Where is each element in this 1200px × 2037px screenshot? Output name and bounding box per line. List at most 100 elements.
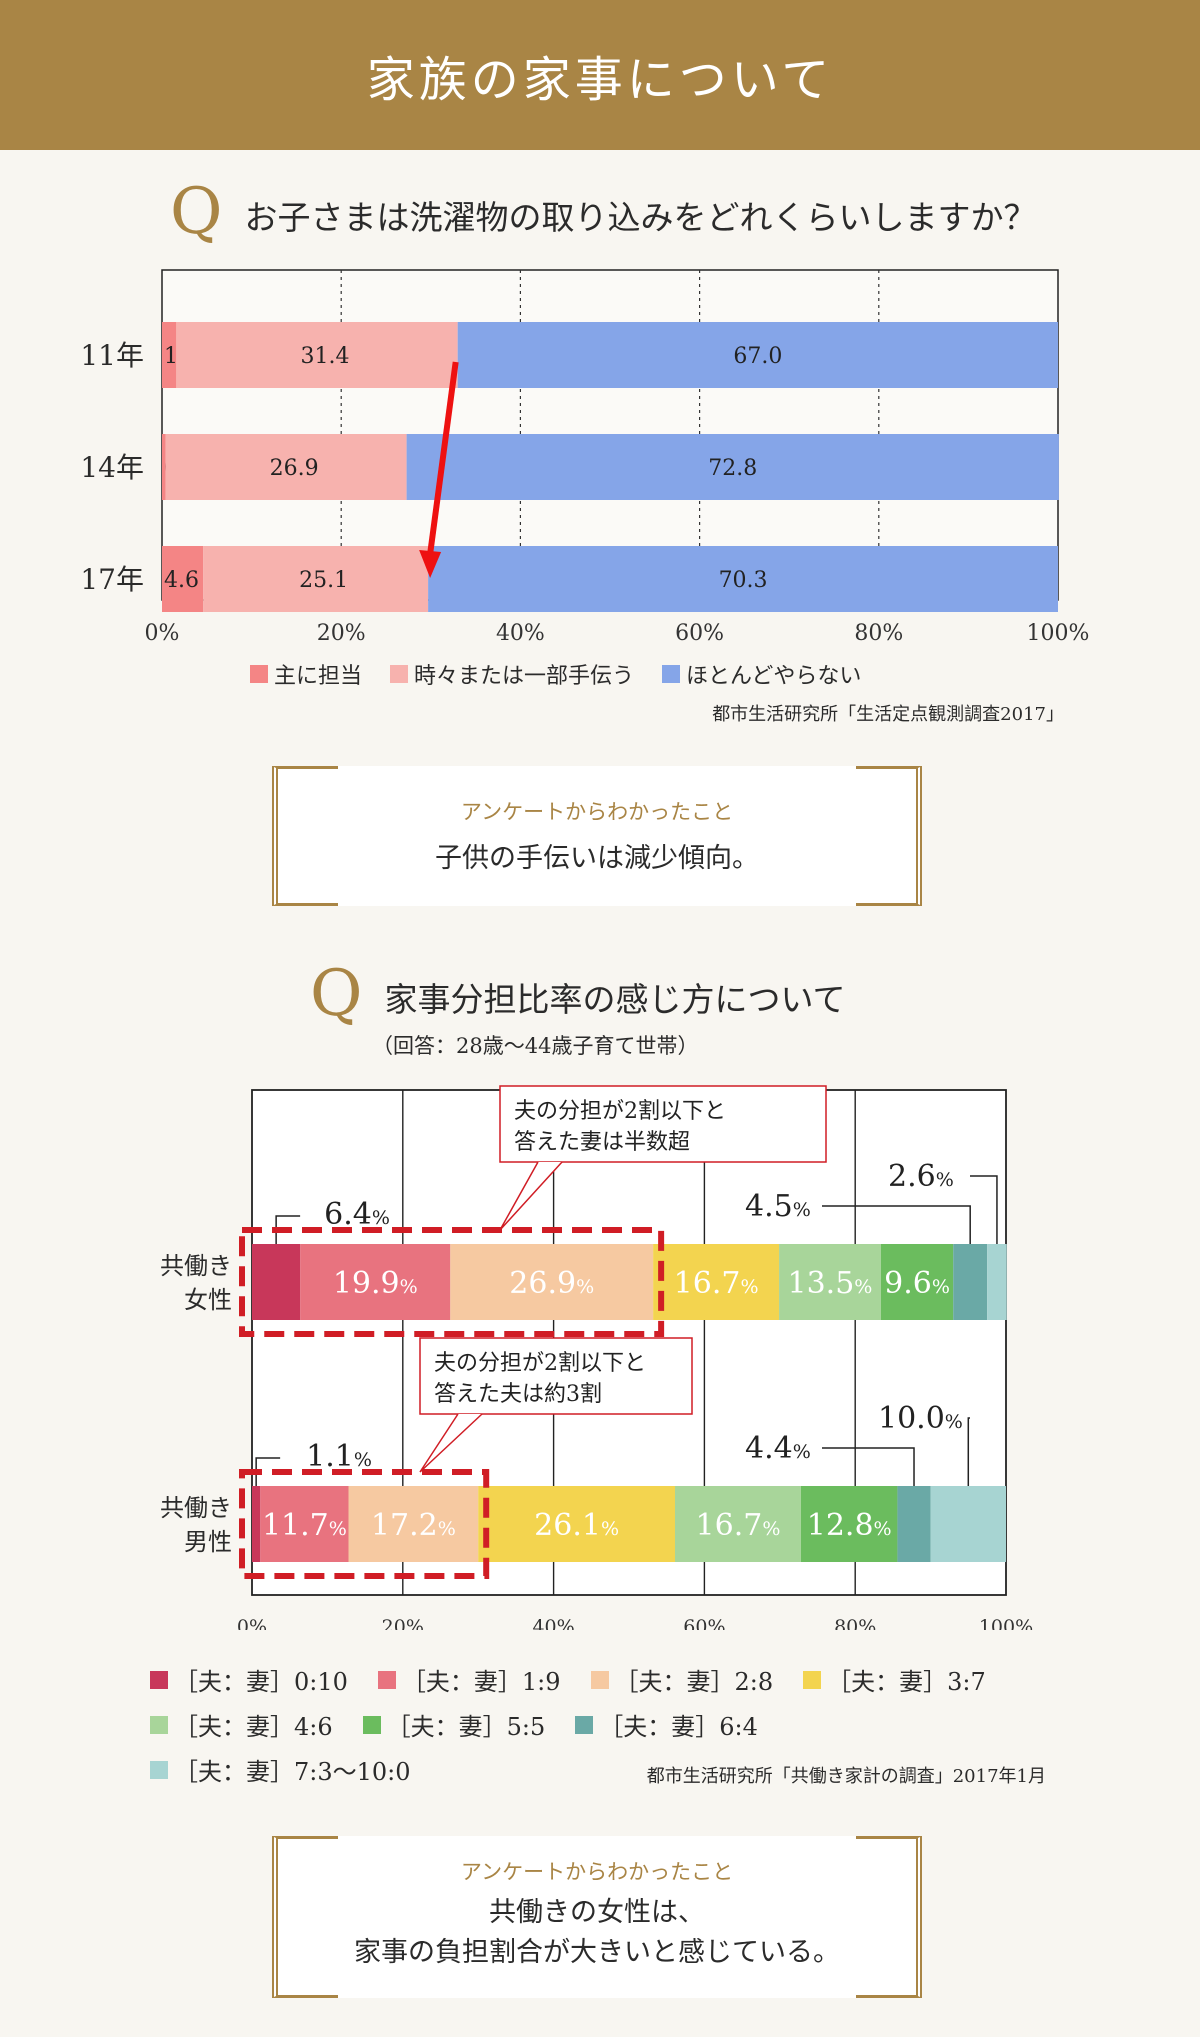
legend-item: ［夫：妻］3:7 (803, 1662, 986, 1697)
frame-left (272, 766, 338, 906)
data-label: 70.3 (719, 568, 768, 593)
category-label-line2: 男性 (184, 1528, 232, 1556)
data-label: 31.4 (301, 344, 350, 369)
data-label: 26.9 (270, 456, 319, 481)
legend-item: ［夫：妻］7:3〜10:0 (150, 1752, 411, 1787)
data-label: 26.9% (509, 1266, 594, 1301)
callout-label: 6.4% (324, 1197, 390, 1232)
callout-text-line2: 答えた夫は約3割 (434, 1382, 602, 1407)
finding-2-text-line2: 家事の負担割合が大きいと感じている。 (354, 1937, 840, 1968)
tick-label: 0% (237, 1616, 267, 1630)
legend-swatch (150, 1760, 168, 1779)
tick-label: 80% (854, 621, 903, 646)
source-2: 都市生活研究所「共働き家計の調査」2017年1月 (646, 1766, 1046, 1787)
data-label: 17.2% (371, 1508, 456, 1543)
bar-segment (953, 1244, 988, 1320)
legend-swatch (590, 1670, 609, 1689)
legend-swatch (250, 665, 268, 683)
chart-1-legend: 主に担当 時々または一部手伝う ほとんどやらない (250, 658, 889, 690)
legend-label: ［夫：妻］5:5 (386, 1713, 546, 1741)
callout-label: 1.1% (306, 1439, 372, 1474)
data-label: 4.6 (164, 568, 199, 593)
bar-segment (348, 1486, 479, 1562)
data-label: 11.7% (262, 1508, 347, 1543)
bar-segment (987, 1244, 1007, 1320)
bar-segment (930, 1486, 1006, 1562)
bar-segment (252, 1244, 301, 1320)
finding-1-text: 子供の手伝いは減少傾向。 (435, 843, 759, 874)
bar-segment (653, 1244, 780, 1320)
legend-swatch (150, 1670, 168, 1689)
question-1: Q お子さまは洗濯物の取り込みをどれくらいしますか？ (170, 180, 1036, 244)
bar-segment (880, 1244, 954, 1320)
callout-leader (275, 1215, 301, 1244)
bar-segment (162, 546, 204, 612)
data-label: 12.8% (807, 1508, 892, 1543)
legend-label: ほとんどやらない (686, 664, 862, 689)
finding-box-2: アンケートからわかったこと 共働きの女性は、 家事の負担割合が大きいと感じている… (272, 1836, 922, 1998)
callout-box (499, 1085, 827, 1163)
callout-pointer (499, 1161, 563, 1231)
finding-1-title: アンケートからわかったこと (460, 800, 734, 824)
data-label: 9.6% (884, 1266, 950, 1301)
callout-pointer (419, 1413, 483, 1473)
legend-label: ［夫：妻］3:7 (827, 1668, 986, 1696)
question-2: Q 家事分担比率の感じ方について (310, 962, 845, 1026)
bar-segment (162, 322, 177, 388)
callout-leader (822, 1447, 915, 1486)
legend-item: 主に担当 (250, 658, 362, 690)
data-label: 67.0 (733, 344, 782, 369)
q-mark: Q (310, 957, 363, 1031)
data-label: 13.5% (788, 1266, 873, 1301)
category-label: 14年 (80, 451, 144, 484)
callout-label: 10.0% (878, 1401, 963, 1436)
legend-swatch (803, 1670, 822, 1689)
tick-label: 60% (675, 621, 724, 646)
legend-item: ほとんどやらない (662, 658, 861, 690)
tick-label: 60% (683, 1616, 725, 1630)
category-label: 17年 (80, 563, 144, 596)
bar-segment (779, 1244, 881, 1320)
category-label-line2: 女性 (184, 1286, 232, 1314)
finding-2-title: アンケートからわかったこと (460, 1860, 734, 1884)
callout-label: 4.5% (745, 1189, 811, 1224)
chart-1: 11年1.631.467.014年0.426.972.817年4.625.170… (80, 269, 1090, 646)
data-label: 19.9% (333, 1266, 418, 1301)
bar-segment (162, 434, 166, 500)
tick-label: 40% (532, 1616, 574, 1630)
chart-2-legend: ［夫：妻］0:10 ［夫：妻］1:9 ［夫：妻］2:8 ［夫：妻］3:7 ［夫：妻］4:… (150, 1662, 1070, 1787)
callout-leader (822, 1205, 971, 1244)
callout-label: 2.6% (888, 1159, 954, 1194)
bar-segment (165, 434, 407, 500)
finding-2-text-line1: 共働きの女性は、 (489, 1897, 705, 1928)
source-1: 都市生活研究所「生活定点観測調査2017」 (712, 704, 1064, 725)
callout-text-line1: 夫の分担が2割以下と (514, 1099, 726, 1124)
legend-item: ［夫：妻］0:10 (150, 1662, 348, 1697)
trend-arrow-head (419, 550, 442, 578)
highlight-box (239, 1469, 490, 1579)
legend-swatch (377, 1670, 396, 1689)
bar-segment (406, 434, 1059, 500)
tick-label: 100% (1027, 621, 1090, 646)
tick-label: 40% (496, 621, 545, 646)
tick-label: 20% (317, 621, 366, 646)
legend-item: ［夫：妻］1:9 (377, 1662, 561, 1697)
bar-segment (428, 546, 1058, 612)
legend-label: ［夫：妻］4:6 (174, 1713, 333, 1741)
frame-right (856, 1836, 922, 1998)
legend-label: ［夫：妻］2:8 (614, 1668, 774, 1696)
data-label: 16.7% (696, 1508, 781, 1543)
data-label: 16.7% (674, 1266, 759, 1301)
legend-swatch (390, 665, 409, 683)
legend-item: ［夫：妻］2:8 (590, 1662, 774, 1697)
callout-box (419, 1337, 693, 1415)
legend-label: ［夫：妻］6:4 (599, 1713, 758, 1741)
bar-segment (897, 1486, 931, 1562)
bar-segment (450, 1244, 654, 1320)
callout-text-line1: 夫の分担が2割以下と (434, 1351, 646, 1376)
bar-segment (260, 1486, 349, 1562)
page-title: 家族の家事について (366, 52, 834, 108)
legend-swatch (662, 665, 681, 683)
